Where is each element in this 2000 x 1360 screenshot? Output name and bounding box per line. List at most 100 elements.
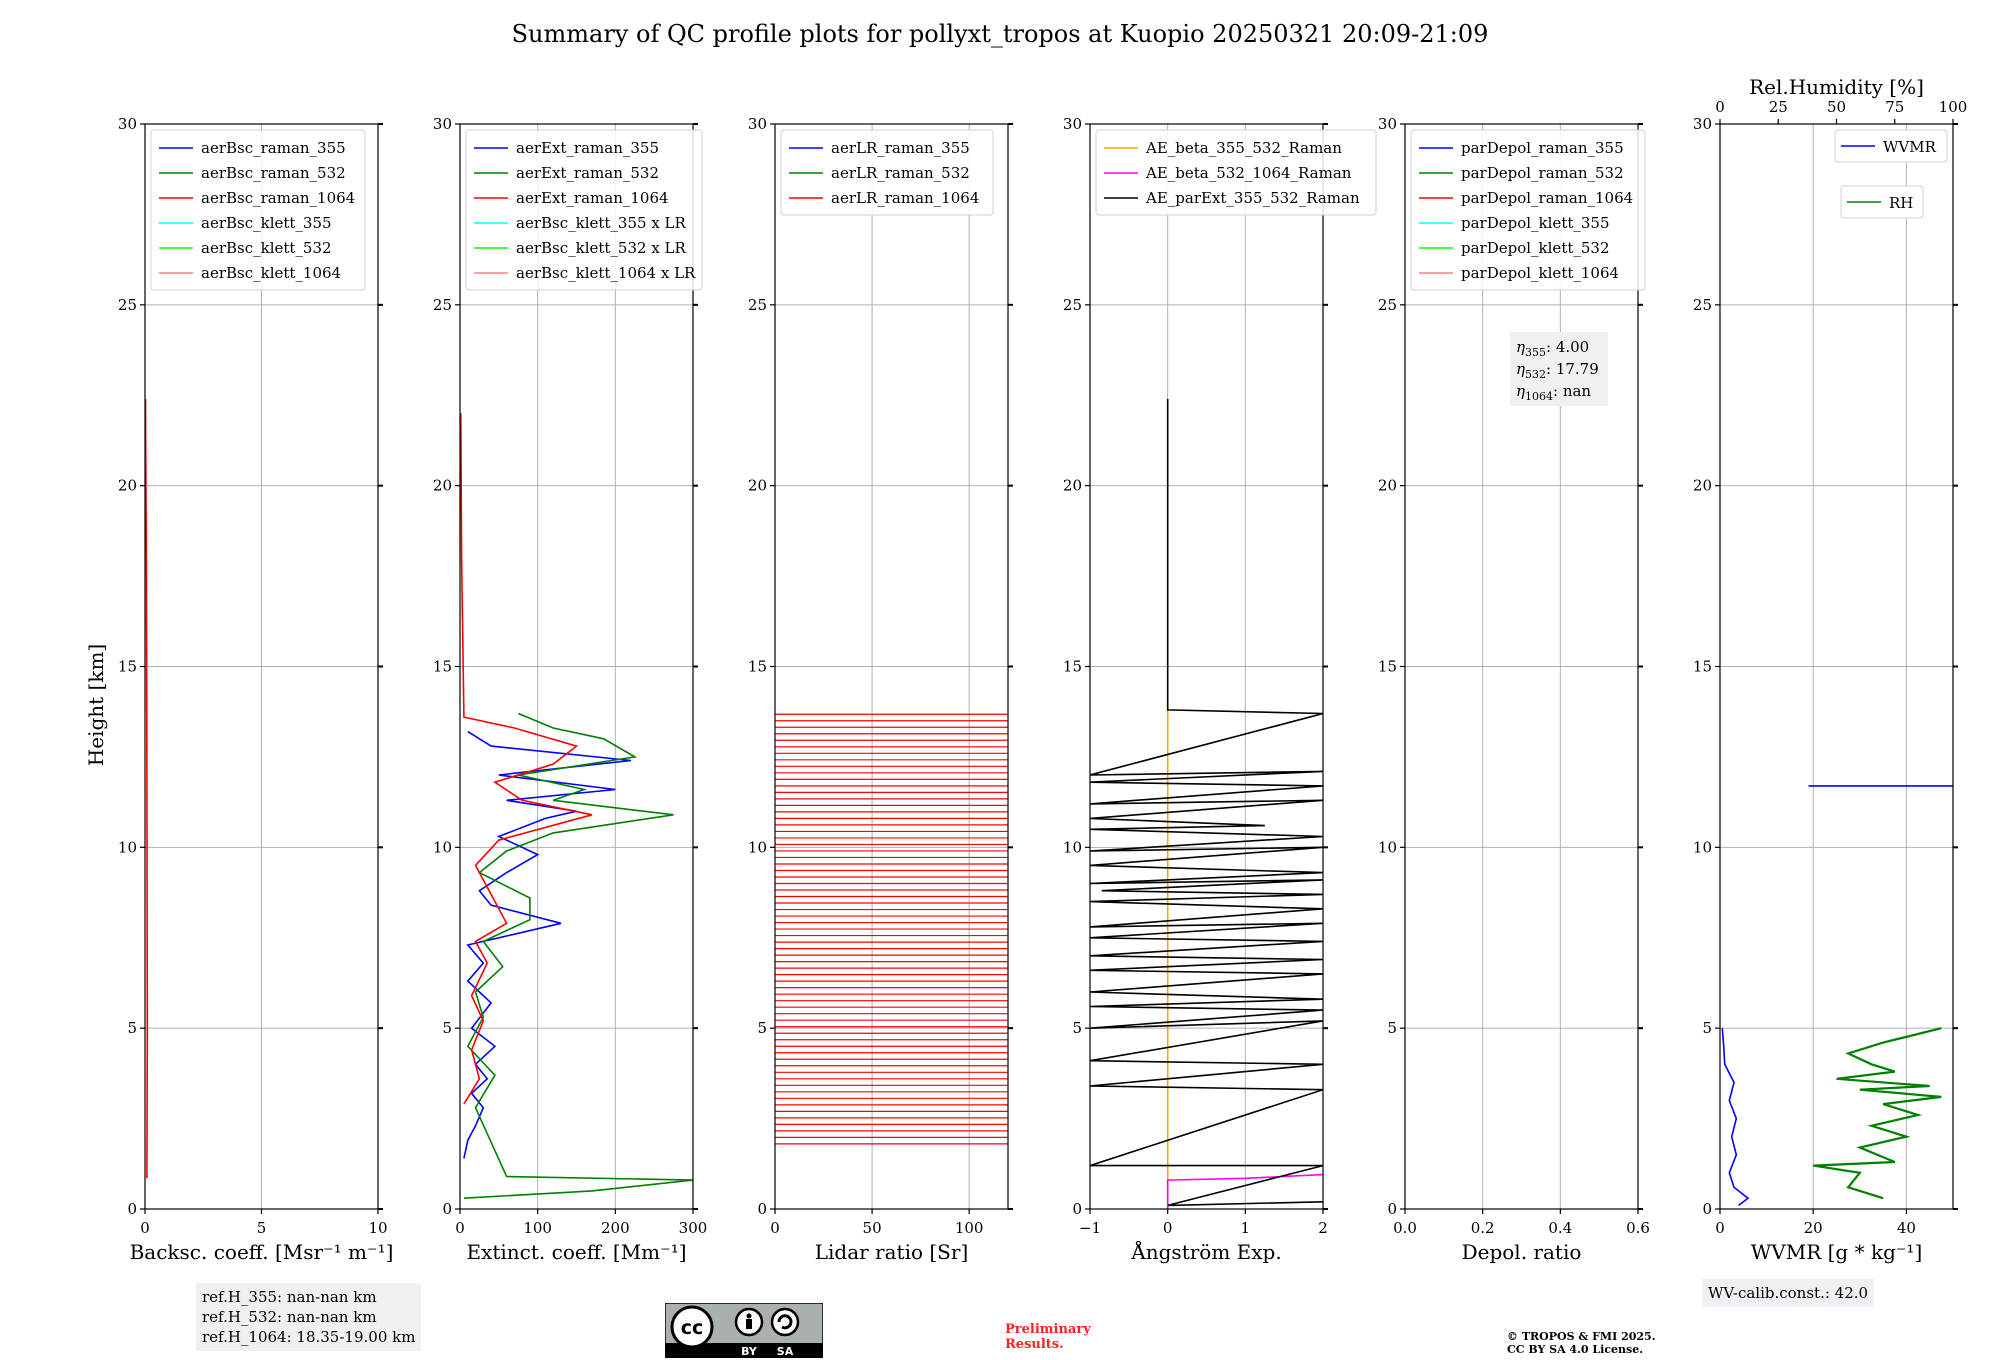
eta-entry: η532: 17.79 [1516, 360, 1599, 381]
y-tick-label: 5 [1072, 1019, 1082, 1037]
x-tick-label: 100 [955, 1219, 984, 1237]
figure-title: Summary of QC profile plots for pollyxt_… [511, 20, 1489, 48]
top-x-tick-label: 50 [1827, 98, 1846, 116]
x-tick-label: 0 [455, 1219, 465, 1237]
legend-entry: aerBsc_raman_1064 [201, 189, 355, 207]
y-tick-label: 25 [1378, 296, 1397, 314]
x-tick-label: 20 [1804, 1219, 1823, 1237]
legend-box [780, 129, 994, 216]
y-tick-label: 10 [1378, 838, 1397, 856]
series-aerext-raman-355 [463, 730, 631, 1159]
plot-area [460, 413, 693, 1199]
x-tick-label: 300 [679, 1219, 708, 1237]
y-tick-label: 20 [1063, 477, 1082, 495]
y-tick-label: 15 [1693, 658, 1712, 676]
x-tick-label: 0 [1163, 1219, 1173, 1237]
eta-box [1510, 332, 1608, 406]
y-tick-label: 25 [748, 296, 767, 314]
legend-entry: parDepol_klett_355 [1461, 214, 1610, 232]
y-tick-label: 5 [442, 1019, 452, 1037]
top-x-tick-label: 25 [1769, 98, 1788, 116]
ref-height-1064: ref.H_1064: 18.35-19.00 km [202, 1328, 416, 1346]
y-tick-label: 25 [118, 296, 137, 314]
eta-entry: η1064: nan [1516, 382, 1591, 403]
eta-subscript: 1064 [1525, 390, 1553, 403]
panel-lr: 0 5 10 15 20 25 30 0 50 100 Lidar ratio [Sr] aerLR_… [748, 115, 1013, 1264]
preliminary-line-2: Results. [1005, 1337, 1064, 1352]
legend-entry: AE_beta_355_532_Raman [1145, 139, 1342, 157]
copyright-line-1: © TROPOS & FMI 2025. [1507, 1330, 1656, 1343]
y-tick-label: 30 [748, 115, 767, 133]
x-axis-label: Backsc. coeff. [Msr⁻¹ m⁻¹] [130, 1240, 394, 1264]
series-rh [1813, 1027, 1942, 1200]
x-tick-label: 0.0 [1393, 1219, 1417, 1237]
x-axis-label: Depol. ratio [1462, 1240, 1582, 1264]
y-axis-label: Height [km] [84, 644, 108, 766]
x-tick-label: 0.6 [1626, 1219, 1650, 1237]
eta-symbol: η [1516, 360, 1525, 378]
y-tick-label: 0 [757, 1200, 767, 1218]
panel-bsc: 0 5 10 15 20 25 30 0 5 10 Backsc. coeff. [Msr⁻¹ m⁻… [118, 115, 393, 1264]
copyright-line-2: CC BY SA 4.0 License. [1507, 1343, 1644, 1356]
top-x-axis-label: Rel.Humidity [%] [1749, 75, 1924, 99]
y-tick-label: 20 [1378, 477, 1397, 495]
cc-by-text: BY [741, 1345, 758, 1358]
cc-license-badge: cc BY SA [665, 1303, 823, 1358]
legend-box [1840, 185, 1924, 219]
top-x-tick-label: 75 [1885, 98, 1904, 116]
eta-value: : 4.00 [1546, 338, 1589, 356]
legend-box [1410, 129, 1646, 291]
panel-depol: 0 5 10 15 20 25 30 0.0 0.2 0.4 0.6 Depol. ratio parD… [1378, 115, 1650, 1264]
reference-height-box: ref.H_355: nan-nan km ref.H_532: nan-nan… [196, 1283, 422, 1351]
legend-entry: parDepol_klett_1064 [1461, 264, 1619, 282]
wv-calib-const: WV-calib.const.: 42.0 [1708, 1284, 1869, 1302]
plot-area [1090, 398, 1323, 1209]
cc-icon: cc [681, 1317, 704, 1339]
y-tick-label: 10 [433, 838, 452, 856]
legend-entry: aerLR_raman_532 [831, 164, 970, 182]
x-tick-label: 0 [1715, 1219, 1725, 1237]
copyright-note: © TROPOS & FMI 2025. CC BY SA 4.0 Licens… [1507, 1330, 1656, 1356]
eta-value: : nan [1553, 382, 1591, 400]
x-tick-label: 200 [601, 1219, 630, 1237]
x-tick-label: 0.2 [1471, 1219, 1495, 1237]
legend-entry: aerBsc_klett_532 [201, 239, 332, 257]
x-axis-label: Extinct. coeff. [Mm⁻¹] [466, 1240, 686, 1264]
y-tick-label: 20 [433, 477, 452, 495]
legend-entry: parDepol_raman_1064 [1461, 189, 1633, 207]
legend-entry: aerLR_raman_1064 [831, 189, 979, 207]
top-x-tick-label: 0 [1715, 98, 1725, 116]
y-tick-label: 15 [118, 658, 137, 676]
legend-entry: AE_beta_532_1064_Raman [1145, 164, 1352, 182]
y-tick-label: 30 [1378, 115, 1397, 133]
preliminary-line-1: Preliminary [1005, 1322, 1091, 1337]
legend-entry: WVMR [1883, 138, 1937, 156]
x-tick-label: 50 [863, 1219, 882, 1237]
x-tick-label: 40 [1897, 1219, 1916, 1237]
x-tick-label: 0 [770, 1219, 780, 1237]
legend-entry: aerBsc_klett_1064 [201, 264, 341, 282]
y-tick-label: 5 [127, 1019, 137, 1037]
legend-box [465, 129, 703, 291]
y-tick-label: 10 [118, 838, 137, 856]
eta-subscript: 355 [1525, 346, 1546, 359]
x-axis-label: Lidar ratio [Sr] [815, 1240, 969, 1264]
x-axis-label: Ångström Exp. [1130, 1239, 1281, 1264]
y-tick-label: 30 [1693, 115, 1712, 133]
plot-area [1721, 785, 1953, 1207]
legend-box [1834, 129, 1948, 163]
legend-entry: aerBsc_raman_355 [201, 139, 346, 157]
ref-height-355: ref.H_355: nan-nan km [202, 1288, 377, 1306]
y-tick-label: 0 [1072, 1200, 1082, 1218]
y-tick-label: 10 [748, 838, 767, 856]
series-aerext-raman-532 [463, 712, 693, 1199]
legend-entry: RH [1889, 194, 1913, 212]
eta-subscript: 532 [1525, 368, 1546, 381]
y-tick-label: 30 [1063, 115, 1082, 133]
eta-symbol: η [1516, 382, 1525, 400]
legend-entry: aerExt_raman_355 [516, 139, 659, 157]
x-axis-label: WVMR [g * kg⁻¹] [1751, 1240, 1923, 1264]
